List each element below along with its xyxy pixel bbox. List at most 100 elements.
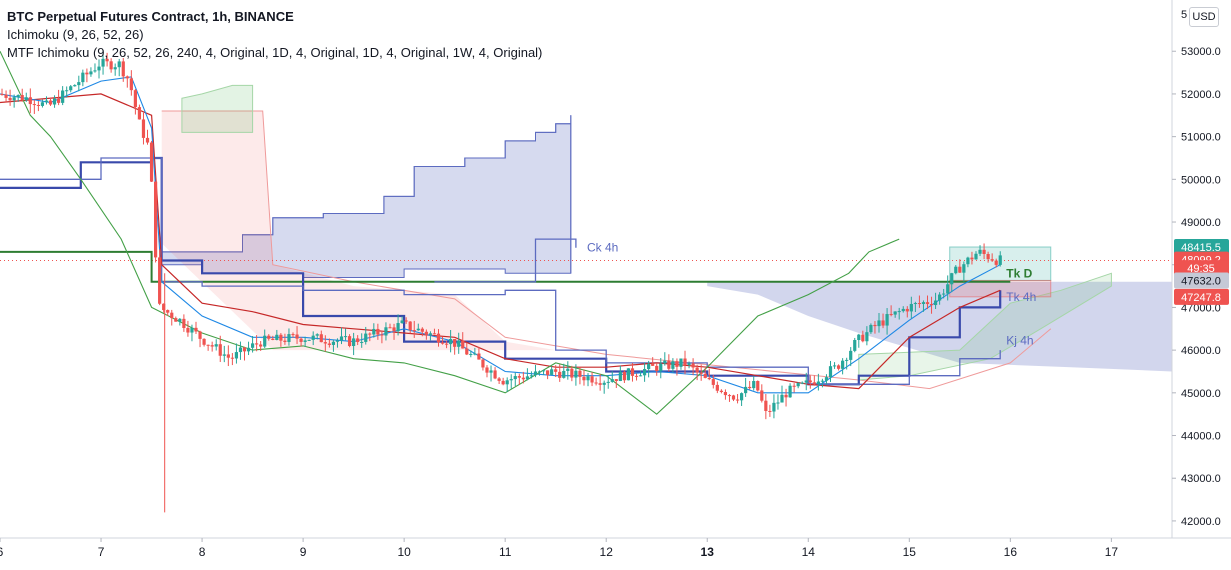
- candle: [360, 333, 364, 348]
- candle-body: [117, 61, 121, 68]
- candle: [331, 339, 336, 352]
- candle: [788, 383, 792, 398]
- candle: [521, 371, 525, 384]
- cloud-4h-future: [707, 281, 1172, 372]
- candle: [137, 104, 142, 120]
- candle: [408, 321, 412, 334]
- indicator-mtf-ichimoku-label[interactable]: MTF Ichimoku (9, 26, 52, 26, 240, 4, Ori…: [7, 45, 543, 60]
- candle: [574, 364, 578, 386]
- candle-body: [473, 353, 477, 355]
- candle-body: [764, 400, 768, 411]
- candle: [28, 88, 32, 114]
- candle-body: [974, 253, 978, 260]
- candle-body: [744, 386, 748, 394]
- candle: [533, 364, 538, 378]
- candle-body: [683, 358, 687, 365]
- candle-body: [622, 371, 626, 381]
- chart-title: BTC Perpetual Futures Contract, 1h, BINA…: [7, 9, 294, 24]
- candle-body: [182, 318, 186, 328]
- candle: [784, 388, 788, 407]
- candle: [368, 332, 372, 342]
- x-tick-label: 17: [1105, 545, 1119, 559]
- candle-body: [590, 376, 594, 383]
- candle-body: [606, 381, 610, 383]
- candle-body: [994, 260, 998, 265]
- candle-body: [436, 333, 441, 343]
- candle: [974, 251, 978, 260]
- candle-body: [412, 330, 416, 332]
- candle-body: [453, 339, 457, 347]
- x-tick-label: 15: [903, 545, 917, 559]
- candle-body: [582, 376, 586, 381]
- indicator-ichimoku-label[interactable]: Ichimoku (9, 26, 52, 26): [7, 27, 144, 42]
- candle: [897, 307, 901, 320]
- candle: [695, 364, 699, 381]
- candle-body: [849, 350, 853, 360]
- candle: [679, 358, 683, 370]
- candle: [129, 70, 133, 96]
- candle: [416, 323, 420, 331]
- candle-body: [537, 371, 542, 373]
- candle: [16, 94, 20, 102]
- candle-body: [711, 379, 715, 385]
- candle: [562, 363, 566, 379]
- candle-body: [432, 333, 437, 335]
- candle-body: [202, 338, 206, 345]
- candle-body: [275, 334, 279, 340]
- candle-body: [812, 382, 816, 385]
- candle-body: [881, 320, 885, 326]
- x-tick-label: 14: [802, 545, 816, 559]
- y-tick-label: 43000.0: [1181, 473, 1221, 485]
- candle: [513, 372, 517, 387]
- candle-body: [901, 308, 905, 312]
- candle-body: [4, 94, 8, 98]
- candle-body: [81, 72, 85, 83]
- candle-body: [970, 257, 974, 260]
- price-tag-bg: [1174, 272, 1229, 289]
- candle-body: [32, 104, 36, 106]
- candle-body: [618, 371, 622, 382]
- candle-body: [210, 345, 214, 347]
- candle: [481, 358, 485, 371]
- candle: [933, 292, 938, 310]
- candle-body: [206, 344, 210, 346]
- candle-body: [0, 93, 4, 95]
- candle-body: [48, 100, 53, 105]
- candle: [869, 323, 873, 334]
- candle: [626, 368, 631, 381]
- candle-body: [255, 343, 259, 345]
- candle: [901, 306, 905, 313]
- candle: [509, 374, 513, 389]
- candle-body: [327, 343, 331, 345]
- candle-body: [57, 98, 61, 103]
- candle: [796, 382, 800, 389]
- candle: [647, 360, 651, 378]
- price-tag-label: 48415.5: [1181, 242, 1221, 254]
- candle-body: [153, 181, 158, 258]
- candle-body: [541, 370, 546, 372]
- candle-body: [93, 70, 97, 72]
- candle-body: [913, 303, 917, 305]
- candle-body: [347, 336, 352, 347]
- candle-body: [517, 376, 521, 378]
- currency-button[interactable]: USD: [1189, 7, 1219, 27]
- candle-body: [145, 137, 150, 143]
- candle: [250, 336, 255, 353]
- candle-body: [942, 293, 946, 295]
- candle: [295, 326, 299, 345]
- candle: [832, 362, 837, 369]
- candle: [659, 358, 663, 379]
- candle: [113, 63, 117, 76]
- candle: [117, 58, 121, 77]
- candle-body: [501, 380, 505, 385]
- candle-body: [323, 342, 327, 344]
- kijun-1h-line: [0, 93, 1001, 390]
- candle: [436, 329, 441, 347]
- candle-body: [845, 359, 849, 361]
- candle-body: [287, 334, 291, 342]
- candle: [546, 370, 550, 380]
- candle-body: [715, 384, 719, 391]
- candle: [723, 389, 728, 400]
